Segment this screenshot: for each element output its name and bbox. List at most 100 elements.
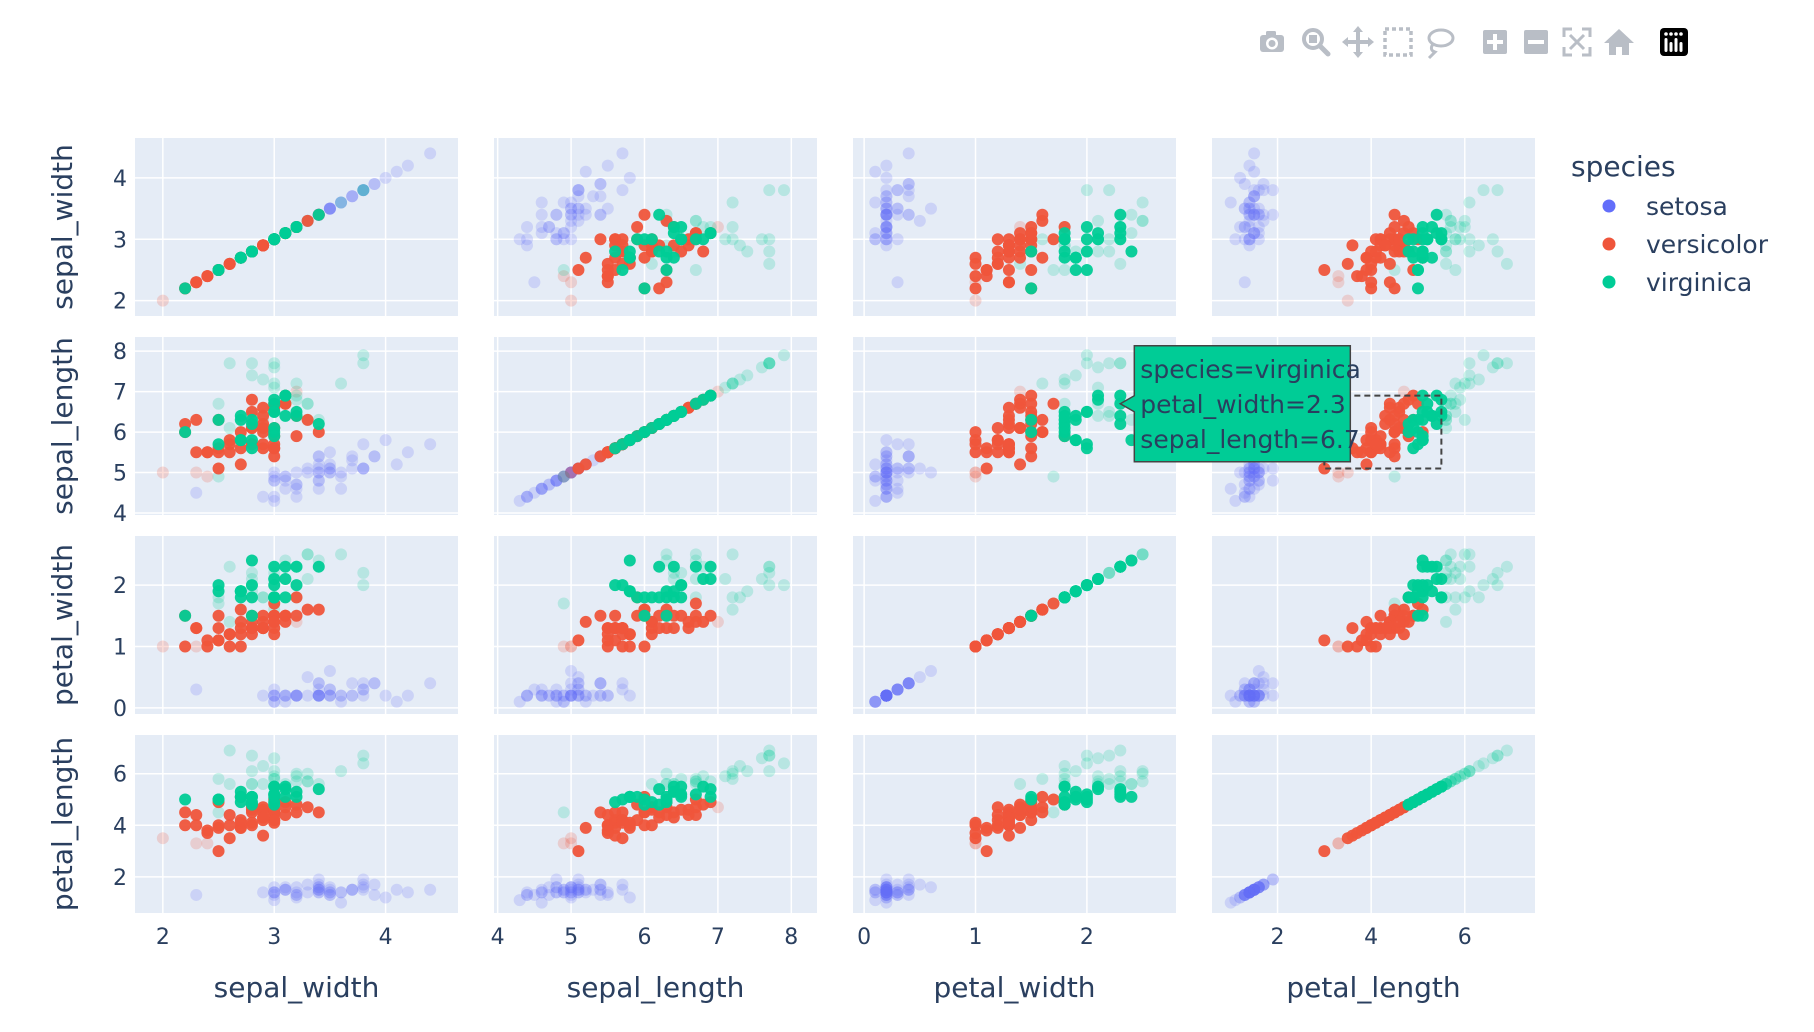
point-setosa[interactable] — [312, 458, 325, 471]
point-virginica[interactable] — [1058, 409, 1071, 422]
point-setosa[interactable] — [535, 221, 548, 233]
point-virginica[interactable] — [245, 413, 258, 426]
point-setosa[interactable] — [572, 184, 585, 197]
point-setosa[interactable] — [579, 883, 592, 896]
point-setosa[interactable] — [572, 883, 585, 896]
point-setosa[interactable] — [1252, 689, 1265, 702]
point-setosa[interactable] — [880, 466, 893, 479]
point-setosa[interactable] — [880, 689, 893, 702]
point-versicolor[interactable] — [223, 808, 236, 821]
point-setosa[interactable] — [565, 233, 578, 246]
point-setosa[interactable] — [579, 165, 592, 178]
point-setosa[interactable] — [279, 881, 292, 894]
point-virginica[interactable] — [1047, 806, 1060, 819]
point-setosa[interactable] — [880, 881, 893, 894]
point-setosa[interactable] — [572, 683, 585, 696]
point-setosa[interactable] — [323, 466, 336, 479]
point-versicolor[interactable] — [1047, 233, 1060, 246]
point-virginica[interactable] — [557, 806, 570, 819]
point-virginica[interactable] — [1463, 560, 1476, 573]
point-setosa[interactable] — [1243, 886, 1256, 899]
point-setosa[interactable] — [880, 490, 893, 503]
point-versicolor[interactable] — [572, 634, 585, 647]
point-virginica[interactable] — [1058, 263, 1071, 276]
point-virginica[interactable] — [1449, 233, 1462, 246]
point-versicolor[interactable] — [1318, 462, 1331, 475]
point-versicolor[interactable] — [565, 276, 578, 289]
point-setosa[interactable] — [601, 689, 614, 702]
point-setosa[interactable] — [190, 888, 203, 901]
point-setosa[interactable] — [565, 886, 578, 899]
point-setosa[interactable] — [1243, 886, 1256, 899]
point-virginica[interactable] — [1440, 208, 1453, 221]
point-setosa[interactable] — [1252, 462, 1265, 475]
point-virginica[interactable] — [1463, 585, 1476, 598]
point-setosa[interactable] — [301, 466, 314, 479]
point-setosa[interactable] — [268, 689, 281, 702]
point-setosa[interactable] — [1266, 462, 1279, 475]
point-setosa[interactable] — [290, 881, 303, 894]
point-setosa[interactable] — [312, 689, 325, 702]
point-setosa[interactable] — [902, 883, 915, 896]
point-setosa[interactable] — [594, 878, 607, 891]
subplot-sepal_width-vs-petal_width[interactable] — [853, 138, 1176, 316]
point-virginica[interactable] — [1430, 417, 1443, 430]
point-setosa[interactable] — [1238, 689, 1251, 702]
point-setosa[interactable] — [550, 881, 563, 894]
point-setosa[interactable] — [902, 677, 915, 690]
point-virginica[interactable] — [689, 397, 702, 410]
point-setosa[interactable] — [880, 466, 893, 479]
point-virginica[interactable] — [1058, 430, 1071, 443]
point-virginica[interactable] — [1444, 548, 1457, 561]
point-setosa[interactable] — [880, 470, 893, 483]
point-setosa[interactable] — [623, 689, 636, 702]
point-setosa[interactable] — [880, 208, 893, 221]
point-virginica[interactable] — [1103, 405, 1116, 418]
point-setosa[interactable] — [312, 474, 325, 487]
point-setosa[interactable] — [880, 208, 893, 221]
point-virginica[interactable] — [1458, 221, 1471, 233]
point-setosa[interactable] — [594, 888, 607, 901]
point-virginica[interactable] — [1444, 397, 1457, 410]
point-setosa[interactable] — [1252, 881, 1265, 894]
point-virginica[interactable] — [726, 767, 739, 780]
point-setosa[interactable] — [312, 883, 325, 896]
point-virginica[interactable] — [1402, 798, 1415, 811]
point-setosa[interactable] — [357, 689, 370, 702]
point-versicolor[interactable] — [1014, 458, 1027, 471]
point-setosa[interactable] — [323, 202, 336, 215]
point-virginica[interactable] — [1463, 548, 1476, 561]
point-setosa[interactable] — [1248, 462, 1261, 475]
point-setosa[interactable] — [891, 474, 904, 487]
point-setosa[interactable] — [550, 689, 563, 702]
point-virginica[interactable] — [301, 572, 314, 585]
point-virginica[interactable] — [755, 361, 768, 374]
point-setosa[interactable] — [880, 454, 893, 467]
point-setosa[interactable] — [1248, 695, 1261, 708]
point-setosa[interactable] — [1238, 202, 1251, 215]
point-versicolor[interactable] — [991, 628, 1004, 641]
point-setosa[interactable] — [880, 458, 893, 471]
point-virginica[interactable] — [1500, 357, 1513, 370]
point-setosa[interactable] — [579, 208, 592, 221]
point-virginica[interactable] — [223, 744, 236, 757]
point-setosa[interactable] — [1243, 886, 1256, 899]
point-versicolor[interactable] — [1002, 816, 1015, 829]
point-setosa[interactable] — [869, 883, 882, 896]
point-virginica[interactable] — [1069, 263, 1082, 276]
point-setosa[interactable] — [572, 184, 585, 197]
point-setosa[interactable] — [279, 689, 292, 702]
point-versicolor[interactable] — [301, 603, 314, 616]
point-versicolor[interactable] — [223, 832, 236, 845]
point-virginica[interactable] — [1025, 426, 1038, 439]
subplot-sepal_length-vs-petal_width[interactable] — [853, 337, 1176, 515]
point-virginica[interactable] — [245, 579, 258, 592]
point-virginica[interactable] — [638, 798, 651, 811]
point-setosa[interactable] — [521, 233, 534, 246]
point-setosa[interactable] — [290, 689, 303, 702]
point-virginica[interactable] — [689, 548, 702, 561]
point-virginica[interactable] — [1080, 184, 1093, 197]
point-versicolor[interactable] — [638, 251, 651, 264]
point-setosa[interactable] — [357, 184, 370, 197]
point-virginica[interactable] — [1426, 251, 1439, 264]
